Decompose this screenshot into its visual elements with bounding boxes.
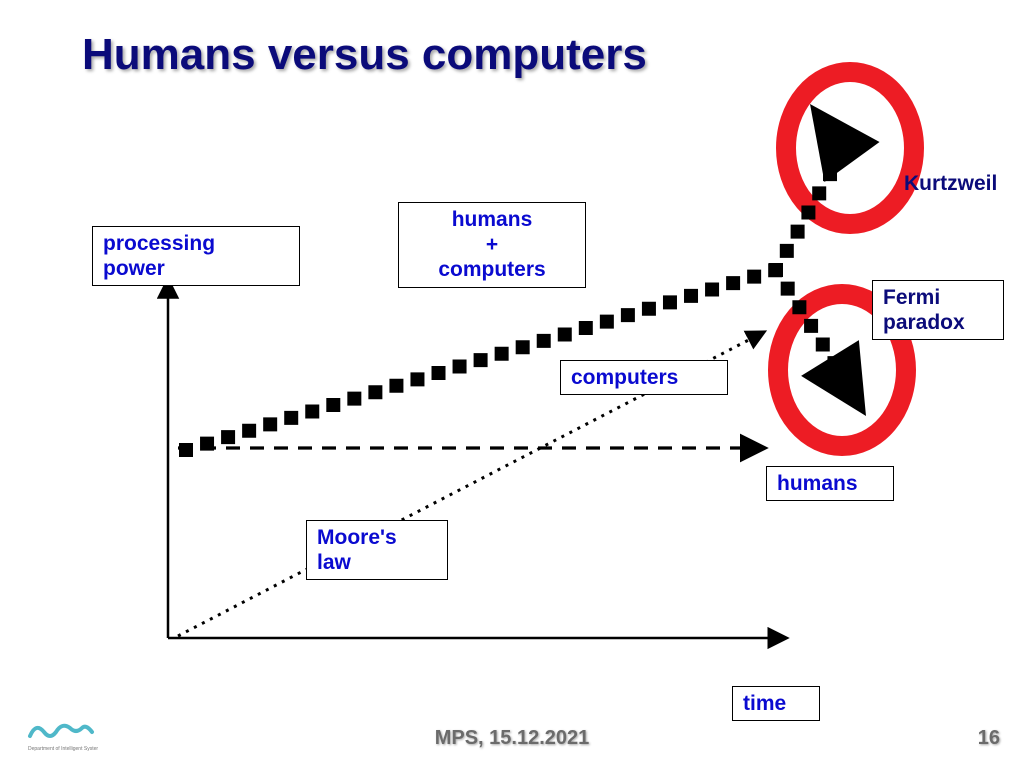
computers-label: computers: [560, 360, 728, 395]
svg-text:Department of Intelligent Syst: Department of Intelligent Systems: [28, 746, 98, 752]
dis-logo: Department of Intelligent Systems: [26, 718, 98, 754]
footer-center-text: MPS, 15.12.2021: [0, 727, 1024, 750]
x-axis-label: time: [732, 686, 820, 721]
humans-plus-computers-label: humans + computers: [398, 202, 586, 288]
humans-label: humans: [766, 466, 894, 501]
moores-law-label: Moore's law: [306, 520, 448, 580]
page-number: 16: [978, 727, 1000, 750]
branch-down-line: [776, 270, 840, 372]
kurtzweil-label: Kurtzweil: [904, 172, 997, 196]
branch-up-line: [776, 160, 838, 270]
fermi-arrowhead: [801, 340, 866, 416]
kurtzweil-arrowhead: [810, 104, 880, 182]
y-axis-label: processing power: [92, 226, 300, 286]
slide-title: Humans versus computers: [82, 30, 647, 80]
diagram-canvas: [0, 0, 1024, 768]
fermi-paradox-label: Fermi paradox: [872, 280, 1004, 340]
kurtzweil-circle: [786, 72, 914, 224]
